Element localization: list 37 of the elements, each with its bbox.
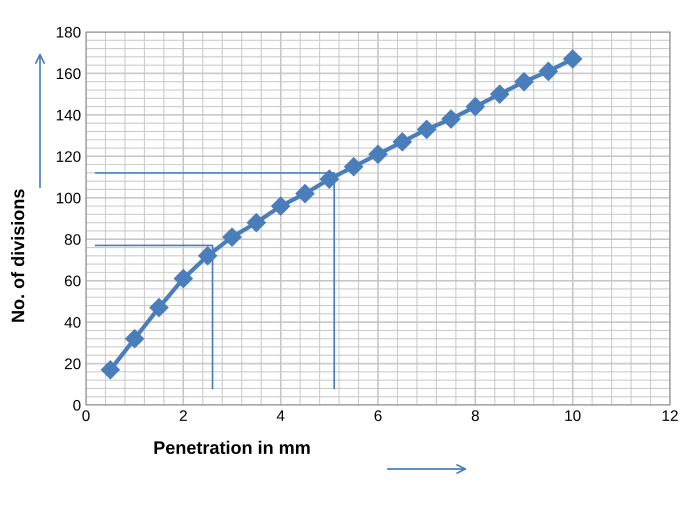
point	[368, 144, 388, 164]
point	[466, 97, 485, 116]
point	[100, 360, 120, 380]
point	[417, 120, 436, 139]
point	[125, 329, 144, 348]
x-tick-label: 10	[565, 410, 581, 422]
point	[344, 157, 364, 176]
y-tick-label: 40	[64, 316, 81, 328]
point	[441, 110, 461, 129]
point	[174, 269, 193, 288]
y-axis-title: No. of divisions	[11, 189, 24, 322]
x-tick-label: 6	[374, 410, 382, 422]
y-tick-label: 180	[56, 26, 81, 38]
point	[490, 84, 510, 104]
x-tick-label: 4	[276, 410, 284, 421]
x-tick-label: 0	[82, 410, 90, 422]
x-tick-label: 8	[472, 410, 479, 422]
point	[222, 228, 242, 247]
x-tick-label: 2	[180, 410, 187, 421]
point	[514, 72, 534, 92]
point	[295, 184, 315, 204]
y-tick-label: 20	[64, 358, 81, 370]
point	[538, 62, 558, 81]
point	[271, 196, 290, 216]
y-tick-label: 0	[73, 400, 81, 411]
x-tick-label: 12	[662, 410, 678, 421]
y-tick-label: 140	[56, 110, 81, 121]
point	[563, 49, 582, 68]
y-tick-label: 100	[56, 192, 81, 204]
y-tick-label: 160	[56, 68, 81, 80]
y-tick-label: 120	[56, 151, 81, 162]
point	[392, 132, 412, 152]
point	[246, 213, 266, 232]
y-tick-label: 60	[64, 276, 81, 286]
point	[149, 298, 169, 318]
y-tick-label: 80	[64, 234, 81, 245]
x-axis-title: Penetration in mm	[154, 440, 310, 454]
